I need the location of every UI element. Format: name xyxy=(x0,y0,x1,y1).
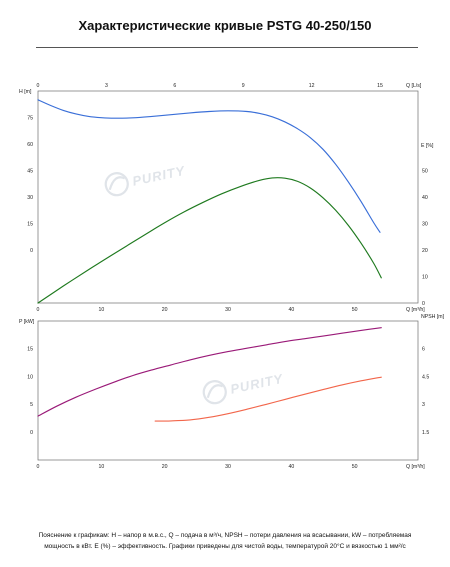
top-axis-tick-label: 15 xyxy=(377,83,383,89)
right-axis-title: E [%] xyxy=(421,143,434,149)
right-axis-tick-label: 40 xyxy=(422,195,428,201)
top-axis-tick-label: 9 xyxy=(242,83,245,89)
left-axis-tick-label: 0 xyxy=(30,248,33,254)
x-axis-tick-label: 40 xyxy=(288,307,294,313)
left-axis-tick-label: 30 xyxy=(27,195,33,201)
x-axis-tick-label: 30 xyxy=(225,307,231,313)
x-axis-tick-label: 10 xyxy=(98,307,104,313)
top-axis-tick-label: 12 xyxy=(309,83,315,89)
plot-frame xyxy=(37,320,419,461)
page-title: Характеристические кривые PSTG 40-250/15… xyxy=(78,18,372,33)
right-axis-title: NPSH [m] xyxy=(421,314,445,320)
efficiency-curve xyxy=(37,177,382,304)
top-axis-tick-label: 0 xyxy=(37,83,40,89)
top-axis-title: Q [L/s] xyxy=(406,83,422,89)
power-npsh-chart: PURITY 0 10 20 30 40 50 Q [m³/h] 0 5 10 15 P [kW] 1.5… xyxy=(19,314,445,470)
x-axis-tick-label: 0 xyxy=(37,464,40,470)
left-axis-tick-label: 15 xyxy=(27,221,33,227)
footnote-line-1: Пояснение к графикам: H – напор в м.в.с.… xyxy=(38,532,412,539)
right-axis-tick-label: 30 xyxy=(422,221,428,227)
watermark-ring-icon xyxy=(202,380,227,405)
x-axis-tick-label: 50 xyxy=(352,307,358,313)
watermark-swoosh-icon xyxy=(108,176,126,191)
right-axis-tick-label: 50 xyxy=(422,168,428,174)
x-axis-tick-label: 10 xyxy=(98,464,104,470)
x-axis-title: Q [m³/h] xyxy=(406,464,425,470)
purity-watermark-logo: PURITY xyxy=(202,371,285,405)
left-axis-tick-label: 15 xyxy=(27,347,33,353)
chart-footnote: Пояснение к графикам: H – напор в м.в.с.… xyxy=(0,531,450,552)
title-rule xyxy=(36,47,418,48)
plot-frame xyxy=(37,90,419,304)
right-axis-tick-label: 0 xyxy=(422,301,425,307)
right-axis-tick-label: 4.5 xyxy=(422,374,429,380)
x-axis-title: Q [m³/h] xyxy=(406,307,425,313)
left-axis-title: P [kW] xyxy=(19,319,35,325)
right-axis-tick-label: 20 xyxy=(422,248,428,254)
right-axis-tick-label: 3 xyxy=(422,402,425,408)
left-axis-tick-label: 5 xyxy=(30,402,33,408)
x-axis-tick-label: 20 xyxy=(162,307,168,313)
purity-watermark-logo: PURITY xyxy=(104,163,187,197)
right-axis-tick-label: 1.5 xyxy=(422,430,429,436)
watermark-text: PURITY xyxy=(229,371,285,397)
left-axis-tick-label: 0 xyxy=(30,430,33,436)
watermark-ring-icon xyxy=(104,172,129,197)
right-axis-tick-label: 10 xyxy=(422,274,428,280)
head-curve xyxy=(37,99,381,233)
left-axis-tick-label: 10 xyxy=(27,374,33,380)
watermark-swoosh-icon xyxy=(206,384,224,399)
x-axis-tick-label: 50 xyxy=(352,464,358,470)
left-axis-title: H [m] xyxy=(19,89,32,95)
left-axis-tick-label: 45 xyxy=(27,168,33,174)
right-axis-tick-label: 6 xyxy=(422,347,425,353)
watermark-text: PURITY xyxy=(131,163,187,189)
power-curve xyxy=(37,327,382,417)
x-axis-tick-label: 30 xyxy=(225,464,231,470)
x-axis-tick-label: 0 xyxy=(37,307,40,313)
top-axis-tick-label: 6 xyxy=(173,83,176,89)
left-axis-tick-label: 75 xyxy=(27,115,33,121)
x-axis-tick-label: 40 xyxy=(288,464,294,470)
x-axis-tick-label: 20 xyxy=(162,464,168,470)
top-axis-tick-label: 3 xyxy=(105,83,108,89)
npsh-curve xyxy=(154,376,382,422)
left-axis-tick-label: 60 xyxy=(27,142,33,148)
footnote-line-2: мощность в кВт. E (%) – эффективность. Г… xyxy=(44,542,406,550)
